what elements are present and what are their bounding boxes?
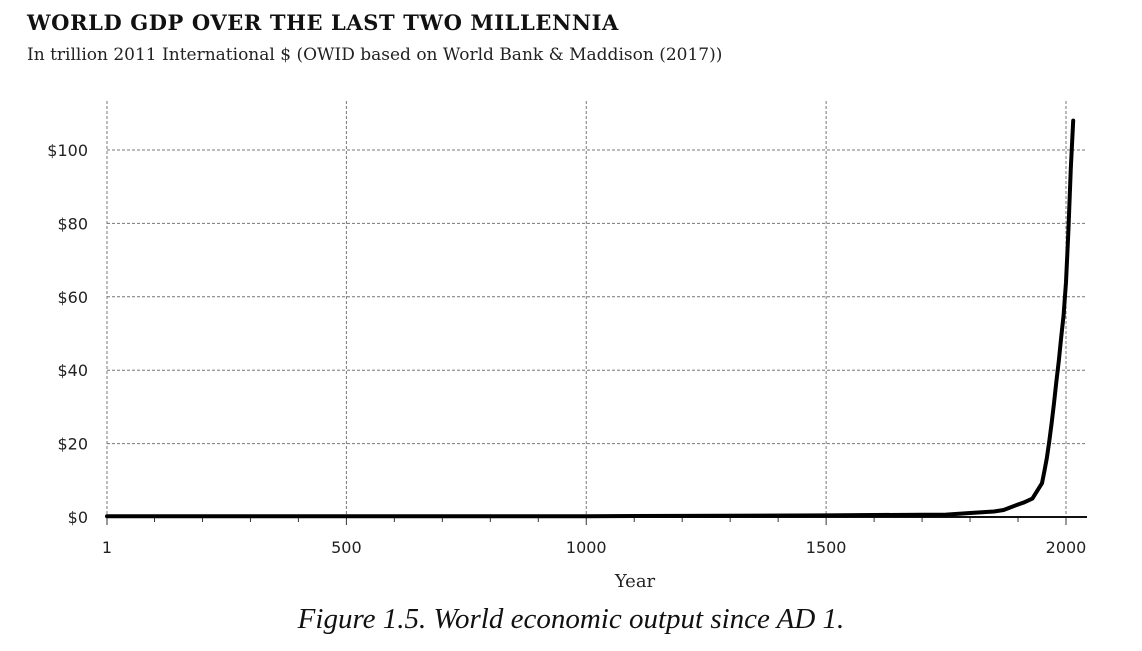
y-tick-label: $20 [57,435,88,454]
figure-caption: Figure 1.5. World economic output since … [297,603,845,635]
y-tick-label: $100 [47,141,88,160]
x-axis-title: Year [614,571,656,592]
series-line [105,118,1076,519]
x-tick-label: 1 [102,538,112,557]
chart-title: WORLD GDP OVER THE LAST TWO MILLENNIA [27,10,619,35]
x-tick-label: 1500 [806,538,847,557]
x-tick-label: 1000 [566,538,607,557]
y-tick-label: $60 [57,288,88,307]
x-tick-label: 500 [331,538,362,557]
chart-subtitle: In trillion 2011 International $ (OWID b… [27,45,723,65]
series-layer [105,118,1076,519]
y-tick-label: $0 [68,508,88,527]
y-tick-label: $40 [57,361,88,380]
grid-layer [106,101,1087,517]
x-tick-label: 2000 [1046,538,1087,557]
y-tick-label: $80 [57,214,88,233]
